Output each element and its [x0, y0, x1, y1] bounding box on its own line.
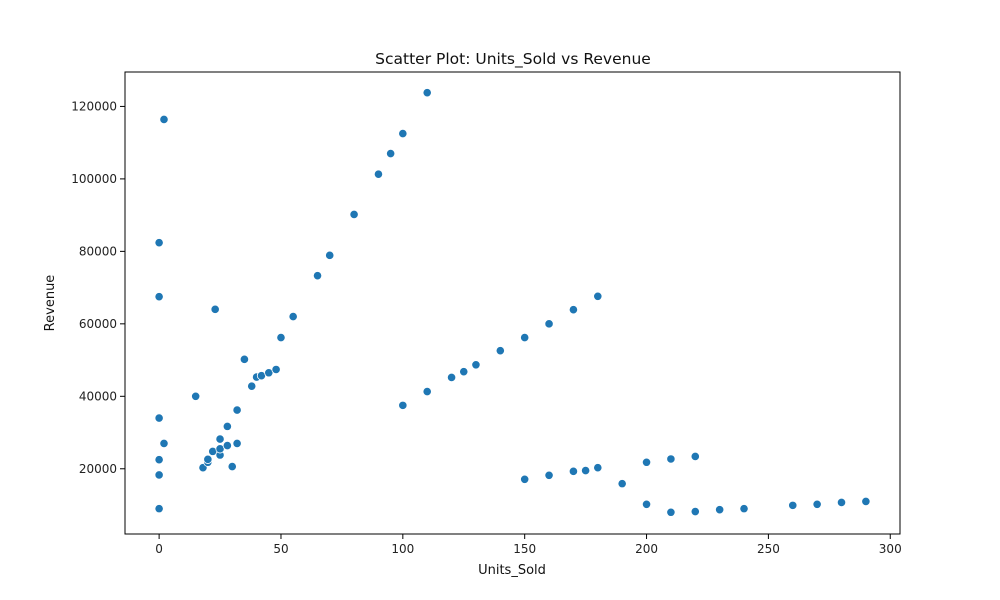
x-axis: 0 50 100 150 200 250 300	[155, 534, 902, 556]
x-tick-label: 250	[757, 542, 780, 556]
y-axis: 20000 40000 60000 80000 100000 120000	[71, 99, 125, 476]
data-point	[154, 413, 164, 423]
data-point	[312, 271, 323, 281]
data-point	[386, 148, 396, 159]
data-point	[154, 455, 164, 465]
data-point	[666, 507, 676, 517]
data-point	[154, 292, 164, 302]
data-point	[495, 346, 505, 356]
data-point	[690, 451, 700, 462]
x-tick-label: 100	[391, 542, 414, 556]
x-axis-label: Units_Sold	[478, 563, 546, 578]
data-point	[836, 497, 847, 508]
data-point	[159, 114, 169, 125]
data-point	[210, 304, 220, 314]
data-point	[159, 438, 169, 449]
data-point	[271, 364, 281, 375]
data-point	[715, 505, 725, 515]
data-point	[154, 470, 164, 480]
data-point	[593, 291, 603, 301]
data-point	[581, 465, 591, 476]
x-tick-label: 150	[513, 542, 536, 556]
data-point	[154, 238, 164, 248]
data-point	[788, 500, 798, 510]
data-point	[544, 470, 554, 480]
x-tick-label: 0	[155, 542, 163, 556]
data-point	[641, 499, 652, 509]
y-axis-label: Revenue	[43, 275, 58, 332]
data-point	[471, 360, 481, 370]
x-tick-label: 200	[635, 542, 658, 556]
plot-area-frame	[124, 71, 901, 535]
data-point	[276, 333, 286, 343]
data-point	[203, 454, 213, 464]
data-point	[641, 457, 652, 467]
data-point	[325, 250, 335, 260]
data-point	[239, 354, 250, 364]
data-point	[154, 504, 164, 514]
data-point	[812, 499, 822, 509]
y-tick-label: 60000	[79, 317, 117, 331]
data-point	[666, 454, 676, 464]
data-point	[593, 463, 603, 473]
data-point	[349, 209, 359, 220]
data-point	[222, 421, 232, 431]
data-point	[617, 479, 627, 489]
data-points	[154, 88, 871, 517]
y-tick-label: 20000	[79, 462, 117, 476]
data-point	[232, 438, 242, 449]
data-point	[459, 367, 469, 377]
data-point	[422, 386, 432, 397]
y-tick-label: 40000	[79, 389, 117, 403]
data-point	[544, 319, 554, 329]
data-point	[398, 400, 408, 410]
data-point	[690, 506, 700, 517]
data-point	[191, 391, 201, 401]
data-point	[520, 333, 530, 343]
data-point	[422, 88, 432, 98]
data-point	[215, 434, 225, 444]
x-tick-label: 300	[879, 542, 902, 556]
data-point	[222, 440, 232, 451]
x-tick-label: 50	[273, 542, 288, 556]
data-point	[398, 129, 408, 139]
data-point	[288, 311, 298, 322]
data-point	[227, 462, 237, 472]
data-point	[520, 474, 530, 484]
data-point	[232, 405, 242, 415]
data-point	[861, 496, 871, 506]
data-point	[446, 372, 457, 383]
y-tick-label: 100000	[71, 172, 117, 186]
data-point	[373, 169, 384, 179]
data-point	[739, 504, 749, 514]
data-point	[568, 305, 579, 315]
y-tick-label: 120000	[71, 99, 117, 113]
chart-title: Scatter Plot: Units_Sold vs Revenue	[375, 50, 651, 69]
y-tick-label: 80000	[79, 244, 117, 258]
data-point	[568, 466, 579, 476]
data-point	[247, 381, 257, 391]
